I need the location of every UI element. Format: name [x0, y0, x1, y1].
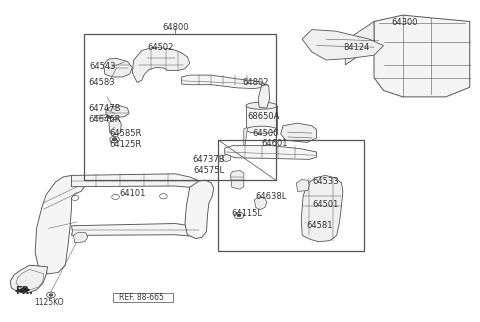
Text: 64115L: 64115L: [232, 209, 263, 218]
Circle shape: [113, 138, 117, 140]
Text: 64125R: 64125R: [110, 140, 142, 149]
Polygon shape: [73, 232, 88, 243]
Bar: [84, 34, 276, 180]
Polygon shape: [302, 30, 384, 60]
Polygon shape: [185, 180, 214, 239]
Bar: [218, 140, 364, 251]
Circle shape: [310, 231, 312, 233]
Polygon shape: [222, 155, 230, 162]
Text: 64575L: 64575L: [193, 166, 225, 175]
Text: 64638L: 64638L: [256, 192, 287, 201]
Polygon shape: [297, 180, 310, 192]
Polygon shape: [254, 197, 267, 210]
Circle shape: [113, 138, 116, 140]
Text: 64533: 64533: [313, 177, 339, 186]
Text: FR.: FR.: [15, 287, 33, 297]
Text: 64581: 64581: [306, 221, 333, 230]
Polygon shape: [10, 265, 48, 293]
Text: 64800: 64800: [162, 24, 189, 33]
Circle shape: [122, 61, 126, 63]
Circle shape: [113, 109, 117, 111]
Polygon shape: [230, 171, 244, 189]
Circle shape: [238, 214, 240, 216]
Bar: [113, 293, 173, 302]
Polygon shape: [374, 15, 470, 97]
Text: 64500: 64500: [252, 129, 278, 138]
Text: 64583: 64583: [88, 78, 115, 87]
Text: 64101: 64101: [120, 189, 146, 198]
Text: 64737B: 64737B: [192, 155, 225, 164]
Polygon shape: [72, 174, 199, 187]
Polygon shape: [281, 123, 317, 142]
Polygon shape: [225, 146, 317, 159]
Text: 1125KO: 1125KO: [34, 298, 63, 307]
Circle shape: [113, 126, 117, 128]
Text: 64543: 64543: [89, 62, 116, 71]
Polygon shape: [345, 22, 374, 65]
Text: 68650A: 68650A: [247, 112, 279, 121]
Polygon shape: [181, 75, 264, 89]
Text: 64601: 64601: [262, 139, 288, 148]
Ellipse shape: [246, 126, 277, 133]
Bar: [246, 106, 277, 130]
Polygon shape: [15, 288, 24, 293]
Text: 64802: 64802: [242, 78, 269, 87]
Text: REF. 88-665: REF. 88-665: [120, 293, 164, 302]
Polygon shape: [35, 175, 84, 274]
Polygon shape: [95, 115, 107, 118]
Circle shape: [108, 116, 112, 118]
Polygon shape: [104, 58, 132, 77]
Text: 64646R: 64646R: [89, 115, 121, 124]
Text: 84124: 84124: [343, 43, 369, 52]
Text: 64502: 64502: [148, 43, 174, 52]
Circle shape: [49, 294, 52, 296]
Polygon shape: [132, 47, 190, 82]
Polygon shape: [244, 127, 247, 154]
Circle shape: [113, 112, 117, 115]
Circle shape: [115, 67, 119, 69]
Ellipse shape: [246, 102, 277, 109]
Polygon shape: [106, 106, 129, 118]
Polygon shape: [72, 223, 201, 236]
Text: 64300: 64300: [392, 18, 419, 27]
Text: 64747B: 64747B: [89, 104, 121, 113]
Text: 64501: 64501: [313, 200, 339, 209]
Text: 64585R: 64585R: [110, 129, 142, 138]
Polygon shape: [109, 119, 121, 135]
Polygon shape: [258, 85, 270, 108]
Polygon shape: [301, 175, 343, 242]
